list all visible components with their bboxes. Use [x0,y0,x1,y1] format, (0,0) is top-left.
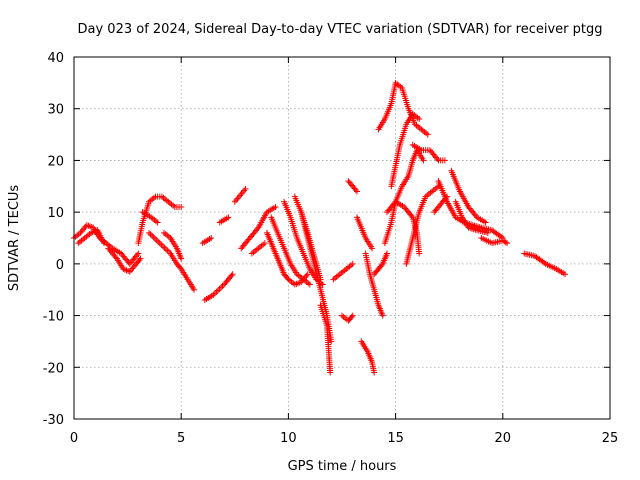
y-tick-label: -30 [43,413,64,428]
y-tick-label: -20 [43,361,64,376]
data-point [158,241,165,248]
data-point [165,249,172,256]
data-point [416,116,423,123]
y-axis-label: SDTVAR / TECUs [7,185,22,292]
data-point [135,250,142,257]
data-point [306,281,313,288]
plot-frame [73,56,611,420]
x-tick-label: 20 [495,431,512,446]
data-point [154,219,161,226]
data-point [161,244,168,251]
data-point [349,312,356,319]
data-point [213,288,220,295]
data-point [254,226,261,233]
data-point [225,214,232,221]
y-tick-label: -10 [43,310,64,325]
data-point [136,256,143,263]
data-point [472,212,479,219]
data-point [352,186,359,193]
data-point [284,275,291,282]
data-point [317,276,324,283]
data-point [349,260,356,267]
y-tick-label: 30 [47,103,64,118]
data-point [208,235,215,241]
data-point [484,229,491,236]
data-point [152,235,159,242]
data-point [261,240,268,247]
data-point [408,212,415,219]
data-point [384,250,391,257]
data-point [424,131,431,138]
x-tick-label: 15 [387,431,404,446]
grid-layer [74,57,610,419]
data-point [191,286,198,293]
data-point [147,231,154,238]
data-point [504,240,511,247]
chart-title: Day 023 of 2024, Sidereal Day-to-day VTE… [78,22,603,37]
data-point [218,284,225,291]
axes: 0 5 10 15 20 25 -30 -20 -10 0 10 20 30 40 [43,51,619,446]
data-point [420,157,427,164]
data-point [214,287,221,294]
data-point [327,369,334,376]
data-point [178,255,185,262]
data-point [348,313,355,320]
data-point [137,255,144,262]
data-point [159,243,166,250]
data-point [371,369,378,376]
y-tick-label: 10 [47,206,64,221]
data-point [272,203,279,210]
data-point [319,281,326,288]
x-tick-label: 0 [70,431,78,446]
y-tick-label: 40 [47,51,64,66]
data-point [216,285,223,292]
data-point [416,250,423,257]
data-point [146,229,153,236]
data-point [219,283,226,290]
data-point [561,271,568,278]
x-axis-label: GPS time / hours [288,459,397,474]
data-point [354,188,361,195]
data-point [162,246,169,253]
data-point [378,262,385,269]
x-tick-label: 5 [177,431,185,446]
data-point [379,312,386,319]
data-point [441,157,448,164]
data-point [101,240,108,247]
data-point [328,338,335,345]
x-tick-label: 10 [280,431,297,446]
data-point [177,264,184,271]
data-point [134,251,141,258]
x-tick-label: 25 [602,431,619,446]
data-point [482,219,489,226]
data-marks [71,79,568,376]
data-point [150,234,157,241]
data-point [502,239,509,246]
data-point [178,203,185,210]
data-point [369,245,376,252]
data-point [149,232,156,239]
data-point [304,271,311,278]
data-point [228,272,235,279]
data-point [229,271,236,278]
data-point [434,155,441,162]
data-point [242,185,249,192]
data-point [153,237,160,244]
data-point [156,240,163,247]
y-tick-label: 20 [47,154,64,169]
data-point [155,238,162,245]
data-point [112,254,119,261]
y-tick-label: 0 [56,258,64,273]
data-point [164,247,171,254]
